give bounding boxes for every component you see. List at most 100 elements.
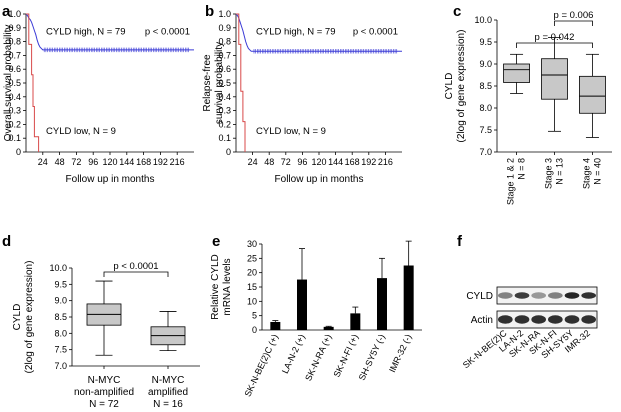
category-label: Stage 3 xyxy=(544,158,554,189)
bar xyxy=(323,326,334,330)
y-tick-label: 7.5 xyxy=(479,125,492,135)
y-tick-label: 9.5 xyxy=(54,279,67,289)
category-sublabel: amplified xyxy=(148,387,188,398)
y-tick-label: 0.4 xyxy=(8,92,21,102)
panel-e-label: e xyxy=(212,233,220,250)
y-tick-label: 1.0 xyxy=(218,9,231,19)
y-axis-title-line2: survival probability xyxy=(214,42,225,124)
legend-low: CYLD low, N = 9 xyxy=(46,126,116,137)
blot-band xyxy=(581,292,597,299)
category-count: N = 40 xyxy=(592,158,602,185)
y-tick-label: 0 xyxy=(252,325,257,335)
bar xyxy=(403,265,414,330)
legend-high: CYLD high, N = 79 xyxy=(46,27,125,38)
comparison-stage3-vs-stage4-label: p = 0.006 xyxy=(554,10,594,21)
x-tick-label: 120 xyxy=(311,157,326,167)
p-value: p < 0.0001 xyxy=(353,27,398,38)
panel-a-label: a xyxy=(2,3,11,20)
y-tick-label: 10.0 xyxy=(474,15,492,25)
y-tick-label: 7.5 xyxy=(54,345,67,355)
box-iqr xyxy=(541,58,568,100)
blot-band xyxy=(548,292,563,299)
category-count: N = 72 xyxy=(89,399,119,407)
y-axis-title-line1: Relapse-free xyxy=(202,54,213,112)
blot-band xyxy=(548,315,563,324)
panel-d-label: d xyxy=(2,233,11,250)
x-tick-label: 144 xyxy=(119,157,134,167)
x-tick-label: 96 xyxy=(297,157,307,167)
y-tick-label: 30 xyxy=(247,239,257,249)
p-value: p < 0.0001 xyxy=(145,27,190,38)
y-tick-label: 20 xyxy=(247,268,257,278)
comparison-stage12-vs-stage4-label: p = 0.042 xyxy=(535,32,575,43)
y-tick-label: 25 xyxy=(247,253,257,263)
y-axis-title-line1: Relative CYLD xyxy=(210,254,221,320)
panel-b-label: b xyxy=(205,3,214,20)
y-tick-label: 0.7 xyxy=(8,50,21,60)
blot-frame xyxy=(496,310,598,329)
category-label: Stage 1 & 2 xyxy=(506,158,516,205)
y-tick-label: 0.8 xyxy=(8,37,21,47)
y-tick-label: 0 xyxy=(226,147,231,157)
y-tick-label: 0.3 xyxy=(8,106,21,116)
panel-f: f CYLDActinSK-N-BE(2)CLA-N-2SK-N-RASK-N-… xyxy=(457,233,598,370)
bar xyxy=(270,321,281,330)
x-axis-title: Follow up in months xyxy=(275,174,364,185)
x-tick-label: 24 xyxy=(38,157,48,167)
series-low-curve xyxy=(26,13,40,152)
x-axis-title: Follow up in months xyxy=(66,174,155,185)
x-tick-label: 96 xyxy=(88,157,98,167)
x-tick-label: 48 xyxy=(264,157,274,167)
blot-row-label: CYLD xyxy=(466,291,493,302)
y-tick-label: 0.1 xyxy=(8,133,21,143)
series-low-curve xyxy=(236,13,246,152)
y-tick-label: 0.9 xyxy=(8,23,21,33)
y-axis-title-line2: mRNA levels xyxy=(222,258,233,315)
box-iqr xyxy=(503,63,530,83)
y-tick-label: 0.6 xyxy=(218,64,231,74)
blot-band xyxy=(564,292,580,299)
y-tick-label: 1.0 xyxy=(8,9,21,19)
y-axis-title-line1: CYLD xyxy=(12,304,23,331)
y-tick-label: 10 xyxy=(247,296,257,306)
y-axis-title-line2: (2log of gene expression) xyxy=(456,30,467,143)
x-tick-label: 72 xyxy=(281,157,291,167)
x-tick-label: 144 xyxy=(328,157,343,167)
category-count: N = 8 xyxy=(517,158,527,180)
x-tick-label: 168 xyxy=(345,157,360,167)
comparison-stage12-vs-stage4-bracket xyxy=(516,42,593,48)
x-tick-label: 192 xyxy=(361,157,376,167)
y-tick-label: 0.5 xyxy=(8,78,21,88)
category-label: SH-SY5Y (-) xyxy=(357,333,387,382)
y-tick-label: 7.0 xyxy=(479,147,492,157)
y-axis-title-line2: (2log of gene expression) xyxy=(24,261,35,374)
bar xyxy=(297,279,307,330)
x-tick-label: 216 xyxy=(170,157,185,167)
y-tick-label: 15 xyxy=(247,282,257,292)
category-label: N-MYC xyxy=(88,375,121,386)
y-tick-label: 10.0 xyxy=(49,263,67,273)
y-tick-label: 0.3 xyxy=(218,106,231,116)
blot-band xyxy=(581,315,597,324)
category-sublabel: non-amplified xyxy=(74,387,134,398)
y-tick-label: 0.2 xyxy=(218,119,231,129)
comparison-nmyc-label: p < 0.0001 xyxy=(113,261,158,272)
y-tick-label: 0.9 xyxy=(218,23,231,33)
y-tick-label: 0.2 xyxy=(8,119,21,129)
box-iqr xyxy=(579,75,606,114)
x-tick-label: 216 xyxy=(378,157,393,167)
y-tick-label: 0.8 xyxy=(218,37,231,47)
x-tick-label: 120 xyxy=(102,157,117,167)
y-tick-label: 5 xyxy=(252,311,257,321)
y-tick-label: 9.0 xyxy=(479,59,492,69)
blot-frame xyxy=(496,286,598,305)
bar xyxy=(350,313,361,330)
blot-band xyxy=(514,292,530,299)
comparison-stage3-vs-stage4-bracket xyxy=(554,20,593,26)
y-axis-title: Overall survival probability xyxy=(3,25,14,142)
category-label: SK-N-FI (+) xyxy=(332,333,361,379)
y-tick-label: 0.5 xyxy=(218,78,231,88)
y-tick-label: 0 xyxy=(16,147,21,157)
panel-f-label: f xyxy=(457,233,463,250)
